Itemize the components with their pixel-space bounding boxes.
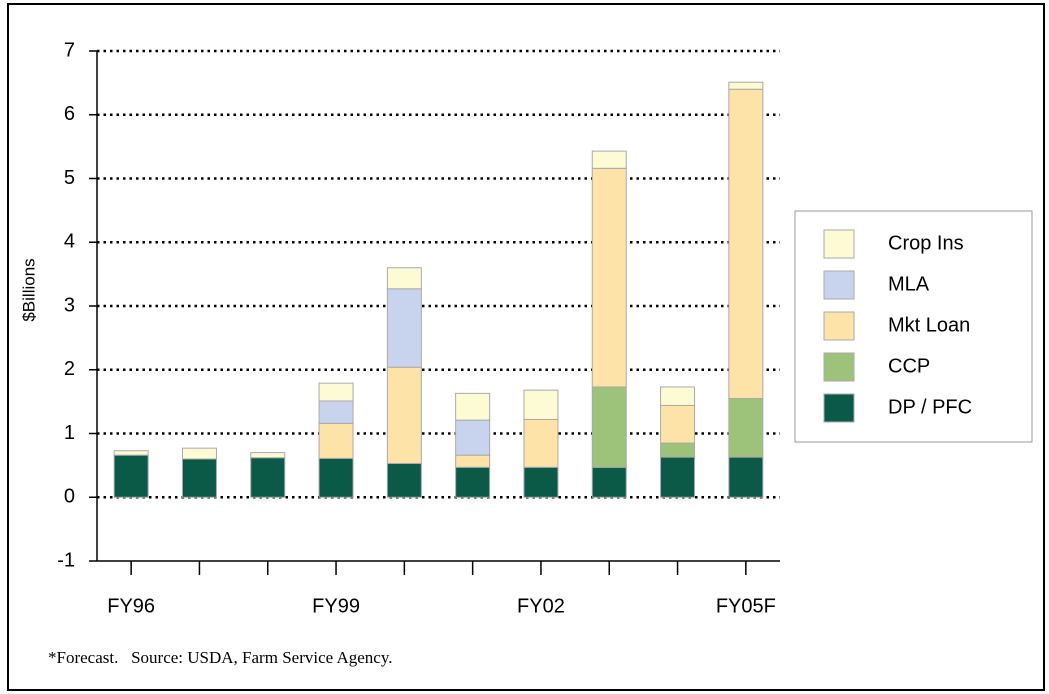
y-tick-label: 4 <box>64 231 75 253</box>
y-tick-label: 2 <box>64 358 75 380</box>
legend-swatch <box>823 393 855 423</box>
bar-segment <box>386 288 422 368</box>
bar-segment <box>181 447 217 460</box>
bar-segment <box>660 404 696 444</box>
source-note: *Forecast. Source: USDA, Farm Service Ag… <box>48 648 393 667</box>
bar-segment <box>728 456 764 498</box>
y-tick-label: 0 <box>64 486 75 508</box>
bar-segment <box>728 397 764 458</box>
legend-swatch <box>823 229 855 259</box>
bar-segment <box>591 466 627 498</box>
bar-segment <box>318 457 354 498</box>
legend-swatch <box>823 270 855 300</box>
bar-segment <box>591 167 627 388</box>
bar-segment <box>728 88 764 399</box>
bar-segment <box>318 400 354 424</box>
bar-segment <box>455 454 491 468</box>
y-tick-label: -1 <box>57 549 75 571</box>
bar-segment <box>386 366 422 464</box>
bar-segment <box>455 419 491 456</box>
y-tick-label: 7 <box>64 39 75 61</box>
bar-segment <box>660 442 696 458</box>
legend-label: CCP <box>888 355 930 377</box>
legend-swatch <box>823 352 855 382</box>
legend-swatch <box>823 311 855 341</box>
bar-segment <box>318 382 354 402</box>
bar-segment <box>318 422 354 459</box>
bar-segment <box>728 81 764 90</box>
bar-segment <box>250 457 286 498</box>
bar-segment <box>523 418 559 468</box>
bar-segment <box>113 450 149 456</box>
x-tick-label: FY05F <box>716 595 776 617</box>
x-tick-label: FY96 <box>107 595 155 617</box>
bar-segment <box>250 452 286 459</box>
bar-segment <box>181 458 217 498</box>
x-tick-label: FY99 <box>312 595 360 617</box>
bar-segment <box>660 456 696 498</box>
legend-label: Crop Ins <box>888 232 964 254</box>
bar-segment <box>660 386 696 406</box>
y-tick-label: 1 <box>64 422 75 444</box>
legend-label: Mkt Loan <box>888 314 970 336</box>
legend-label: DP / PFC <box>888 396 972 418</box>
y-tick-label: 6 <box>64 103 75 125</box>
y-axis-label: $Billions <box>19 258 38 321</box>
y-tick-label: 5 <box>64 167 75 189</box>
bar-segment <box>591 386 627 468</box>
x-tick-label: FY02 <box>517 595 565 617</box>
bar-segment <box>113 454 149 498</box>
bar-segment <box>386 462 422 498</box>
bar-segment <box>386 267 422 290</box>
y-tick-label: 3 <box>64 294 75 316</box>
bar-segment <box>591 150 627 169</box>
bar-segment <box>455 466 491 498</box>
bar-segment <box>523 389 559 420</box>
bar-segment <box>455 392 491 421</box>
legend-label: MLA <box>888 273 930 295</box>
bar-segment <box>523 466 559 498</box>
